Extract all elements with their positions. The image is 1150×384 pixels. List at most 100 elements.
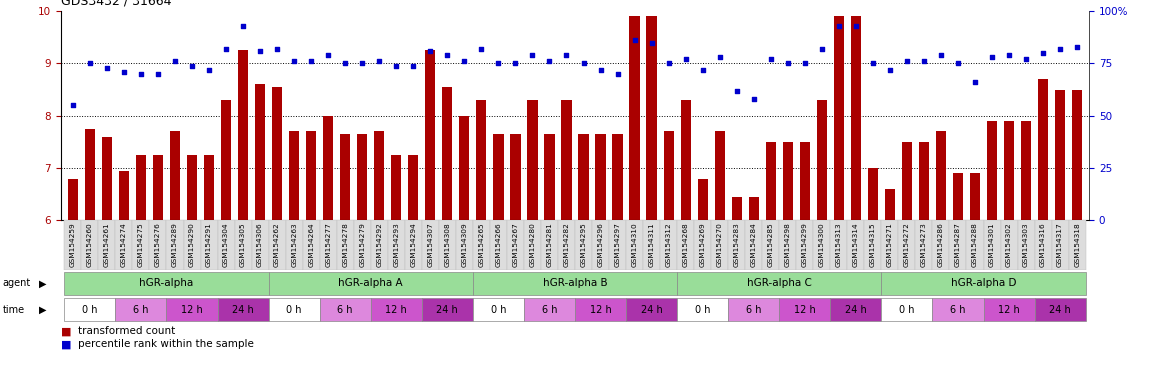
Bar xyxy=(439,220,455,270)
Bar xyxy=(575,220,592,270)
Bar xyxy=(320,298,370,321)
Text: GSM154278: GSM154278 xyxy=(343,222,348,267)
Text: GDS3432 / 31664: GDS3432 / 31664 xyxy=(61,0,171,7)
Bar xyxy=(848,220,865,270)
Point xyxy=(898,58,917,65)
Text: GSM154264: GSM154264 xyxy=(308,222,314,266)
Bar xyxy=(391,155,401,220)
Bar xyxy=(82,220,99,270)
Point xyxy=(676,56,695,62)
Bar xyxy=(969,173,980,220)
Bar xyxy=(136,155,146,220)
Text: GSM154291: GSM154291 xyxy=(206,222,212,267)
Point xyxy=(370,58,389,65)
Text: GSM154270: GSM154270 xyxy=(716,222,722,267)
Bar xyxy=(408,155,419,220)
Point xyxy=(336,60,354,66)
Text: 24 h: 24 h xyxy=(1049,305,1071,314)
Point xyxy=(999,52,1018,58)
Bar xyxy=(766,142,776,220)
Bar xyxy=(405,220,422,270)
Bar xyxy=(118,171,129,220)
Bar xyxy=(868,168,877,220)
Bar xyxy=(664,131,674,220)
Point xyxy=(421,48,439,54)
Text: 0 h: 0 h xyxy=(899,305,914,314)
Bar xyxy=(558,220,575,270)
Bar xyxy=(834,17,844,220)
Text: 6 h: 6 h xyxy=(950,305,966,314)
Point xyxy=(881,67,899,73)
Text: GSM154292: GSM154292 xyxy=(376,222,382,267)
Text: GSM154316: GSM154316 xyxy=(1040,222,1047,266)
Point xyxy=(846,23,865,29)
Bar xyxy=(881,298,933,321)
Bar xyxy=(354,220,370,270)
Text: GSM154293: GSM154293 xyxy=(393,222,399,266)
Bar xyxy=(613,134,622,220)
Text: ■: ■ xyxy=(61,339,71,349)
Bar xyxy=(919,142,929,220)
Point xyxy=(1017,56,1035,62)
Bar xyxy=(187,155,197,220)
Text: hGR-alpha D: hGR-alpha D xyxy=(951,278,1017,288)
Bar xyxy=(851,17,861,220)
Bar xyxy=(950,220,966,270)
Point xyxy=(489,60,507,66)
Bar xyxy=(235,220,252,270)
Bar xyxy=(966,220,983,270)
Point xyxy=(200,67,218,73)
Text: GSM154305: GSM154305 xyxy=(240,222,246,266)
Bar xyxy=(780,298,830,321)
Text: GSM154296: GSM154296 xyxy=(598,222,604,266)
Bar xyxy=(473,220,490,270)
Bar xyxy=(511,134,521,220)
Bar xyxy=(455,220,473,270)
Point xyxy=(728,88,746,94)
Point xyxy=(98,65,116,71)
Bar xyxy=(388,220,405,270)
Bar xyxy=(881,271,1086,295)
Bar xyxy=(269,271,473,295)
Text: percentile rank within the sample: percentile rank within the sample xyxy=(78,339,254,349)
Text: GSM154294: GSM154294 xyxy=(411,222,416,266)
Bar xyxy=(561,100,572,220)
Text: 0 h: 0 h xyxy=(695,305,711,314)
Bar xyxy=(711,220,728,270)
Bar xyxy=(167,298,217,321)
Text: GSM154272: GSM154272 xyxy=(904,222,910,267)
Bar xyxy=(1000,220,1018,270)
Text: 6 h: 6 h xyxy=(746,305,761,314)
Text: time: time xyxy=(2,305,24,314)
Point xyxy=(796,60,814,66)
Bar xyxy=(799,142,810,220)
Bar xyxy=(255,84,266,220)
Bar xyxy=(626,298,677,321)
Bar xyxy=(374,131,384,220)
Bar xyxy=(217,220,235,270)
Text: GSM154259: GSM154259 xyxy=(70,222,76,266)
Text: GSM154289: GSM154289 xyxy=(172,222,178,267)
Point xyxy=(643,40,661,46)
Bar xyxy=(1038,79,1048,220)
Point xyxy=(932,52,950,58)
Bar xyxy=(610,220,626,270)
Point xyxy=(217,46,236,52)
Text: GSM154262: GSM154262 xyxy=(274,222,281,266)
Bar xyxy=(524,220,540,270)
Text: hGR-alpha B: hGR-alpha B xyxy=(543,278,607,288)
Bar xyxy=(698,179,707,220)
Point xyxy=(319,52,337,58)
Bar xyxy=(575,298,626,321)
Point xyxy=(711,54,729,60)
Text: 6 h: 6 h xyxy=(542,305,558,314)
Point xyxy=(558,52,576,58)
Bar xyxy=(1055,89,1065,220)
Point xyxy=(966,79,984,85)
Text: GSM154280: GSM154280 xyxy=(529,222,536,267)
Bar xyxy=(592,220,610,270)
Point xyxy=(233,23,252,29)
Text: 0 h: 0 h xyxy=(491,305,506,314)
Bar xyxy=(85,129,95,220)
Text: GSM154318: GSM154318 xyxy=(1074,222,1080,266)
